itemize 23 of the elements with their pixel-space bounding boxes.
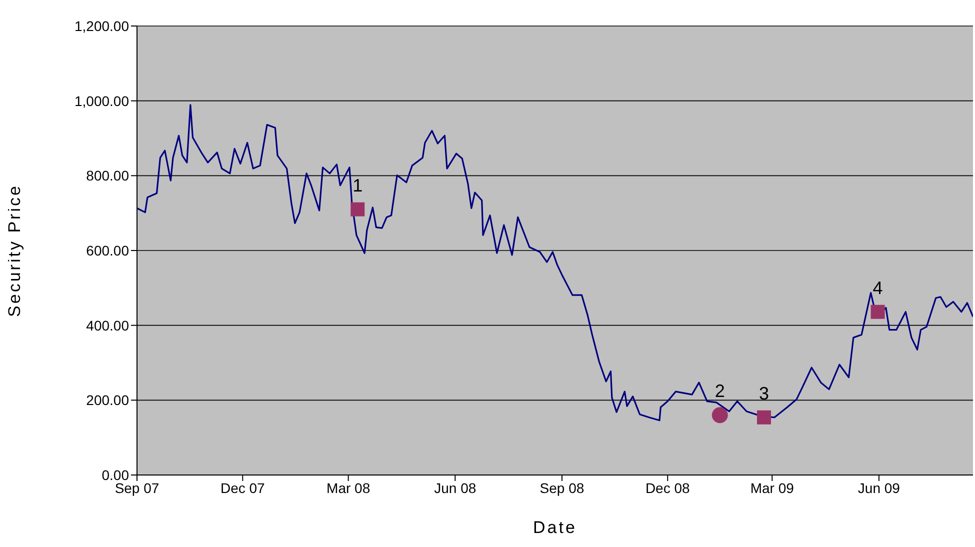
y-tick-label: 200.00 (86, 392, 130, 408)
y-tick-label: 400.00 (86, 317, 130, 334)
point (757, 410, 771, 424)
x-tick-label: Sep 08 (540, 480, 584, 496)
point (712, 407, 728, 424)
annotation: 2 (714, 381, 725, 402)
y-tick-label: 1,200.00 (74, 18, 130, 34)
annotation: 4 (872, 278, 883, 298)
x-tick-label: Dec 08 (645, 480, 690, 496)
x-axis-title: Date (533, 518, 577, 537)
y-tick-label: 800.00 (86, 168, 130, 184)
y-tick-label: 600.00 (86, 242, 130, 258)
point (350, 202, 365, 216)
y-tick-label: 1,000.00 (74, 92, 130, 109)
x-tick-label: Dec 07 (220, 480, 266, 496)
x-tick-label: Jun 08 (434, 480, 476, 496)
y-axis-title: Security Price (5, 184, 24, 317)
annotation: 3 (758, 383, 770, 404)
x-tick-label: Jun 09 (858, 480, 900, 496)
annotation: 1 (352, 175, 363, 196)
point (870, 304, 885, 319)
x-tick-label: Mar 08 (326, 480, 370, 496)
x-tick-label: Mar 09 (750, 480, 794, 496)
